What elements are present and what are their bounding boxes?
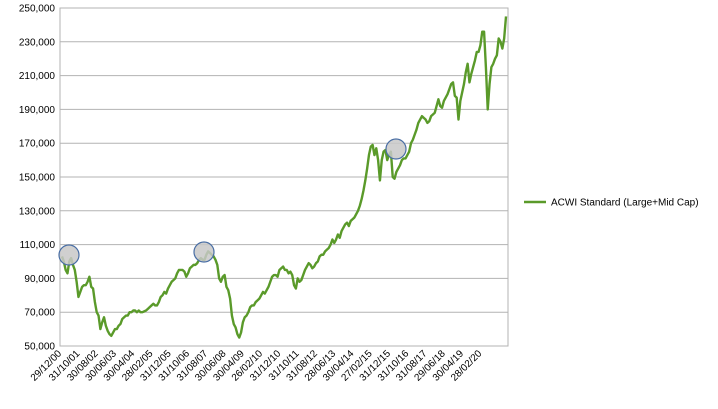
highlight-circle <box>193 241 215 263</box>
y-tick-label: 110,000 <box>20 240 56 251</box>
y-tick-label: 150,000 <box>19 173 56 184</box>
y-tick-label: 170,000 <box>19 139 56 150</box>
y-tick-label: 50,000 <box>24 342 55 353</box>
grid <box>59 7 509 347</box>
y-tick-label: 250,000 <box>19 4 56 15</box>
highlight-circle <box>385 138 407 160</box>
legend-label: ACWI Standard (Large+Mid Cap) <box>551 198 699 209</box>
data-line <box>60 16 508 339</box>
plot <box>60 16 508 339</box>
y-tick-label: 210,000 <box>19 71 56 82</box>
plot-frame <box>59 7 509 347</box>
y-tick-label: 230,000 <box>19 37 56 48</box>
highlight-circle <box>58 244 80 266</box>
labels: 50,000 70,000 90,000 110,000 130,000 150,000 1… <box>19 4 699 384</box>
y-tick-label: 190,000 <box>19 105 56 116</box>
y-tick-label: 70,000 <box>24 308 55 319</box>
y-tick-label: 130,000 <box>19 206 56 217</box>
y-tick-label: 90,000 <box>24 274 55 285</box>
